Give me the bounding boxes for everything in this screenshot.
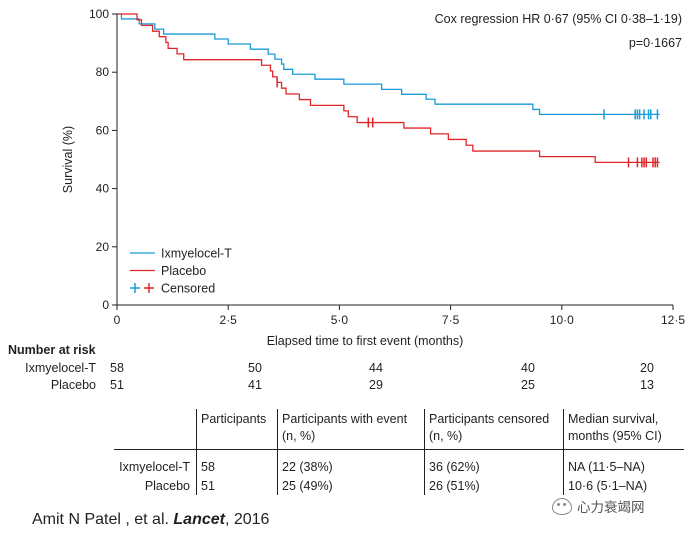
cell-censored: 26 (51%) (425, 476, 564, 495)
risk-value: 58 (110, 361, 124, 375)
cell-with-event: 25 (49%) (278, 476, 425, 495)
header-line: Participants censored (429, 412, 549, 426)
row-label: Placebo (114, 476, 197, 495)
summary-header-events: Participants with event (n, %) (278, 409, 425, 450)
cell-censored: 36 (62%) (425, 450, 564, 477)
y-tick-label: 40 (96, 182, 110, 196)
y-tick-label: 80 (96, 65, 110, 79)
row-label: Ixmyelocel-T (114, 450, 197, 477)
header-line: months (95% CI) (568, 429, 662, 443)
risk-value: 13 (640, 378, 654, 392)
summary-table: Participants Participants with event (n,… (114, 409, 684, 495)
cox-annotation: Cox regression HR 0·67 (95% CI 0·38–1·19… (435, 12, 682, 26)
header-line: (n, %) (282, 429, 315, 443)
risk-value: 41 (248, 378, 262, 392)
summary-header-median: Median survival, months (95% CI) (564, 409, 685, 450)
cell-participants: 51 (197, 476, 278, 495)
summary-row-ixmyelocel: Ixmyelocel-T 58 22 (38%) 36 (62%) NA (11… (114, 450, 684, 477)
x-axis-title: Elapsed time to first event (months) (267, 334, 464, 348)
header-line: (n, %) (429, 429, 462, 443)
x-tick-label: 2·5 (220, 313, 238, 327)
risk-value: 29 (369, 378, 383, 392)
cell-median: 10·6 (5·1–NA) (564, 476, 685, 495)
x-tick-label: 7·5 (442, 313, 460, 327)
risk-row-label: Placebo (51, 378, 96, 392)
header-line: Participants (201, 412, 266, 426)
survival-curves (117, 14, 660, 162)
summary-header-participants: Participants (197, 409, 278, 450)
legend: Ixmyelocel-T Placebo Censored (130, 247, 232, 296)
y-tick-label: 20 (96, 240, 110, 254)
x-tick-label: 12·5 (661, 313, 685, 327)
summary-row-placebo: Placebo 51 25 (49%) 26 (51%) 10·6 (5·1–N… (114, 476, 684, 495)
summary-header-row: Participants Participants with event (n,… (114, 409, 684, 450)
watermark-text: 心力衰竭网 (577, 496, 645, 516)
y-tick-label: 0 (102, 298, 109, 312)
header-line: Participants with event (282, 412, 407, 426)
risk-value: 50 (248, 361, 262, 375)
risk-value: 44 (369, 361, 383, 375)
x-tick-label: 10·0 (550, 313, 574, 327)
number-at-risk: Number at risk Ixmyelocel-T 58 50 44 40 20 Plac… (8, 343, 654, 392)
survival-curve-placebo (117, 14, 660, 162)
citation-year: , 2016 (225, 511, 269, 528)
citation: Amit N Patel , et al. Lancet, 2016 (32, 511, 269, 529)
survival-curve-ixmyelocel-t (117, 14, 660, 114)
km-chart: 0 20 40 60 80 100 0 2·5 5·0 7·5 10·0 12·5 Elapsed ti… (0, 0, 690, 410)
header-line: Median survival, (568, 412, 658, 426)
axis-ticks: 0 20 40 60 80 100 0 2·5 5·0 7·5 10·0 12·5 Elapsed ti… (61, 7, 685, 348)
risk-title: Number at risk (8, 343, 96, 357)
cell-participants: 58 (197, 450, 278, 477)
citation-authors: Amit N Patel , et al. (32, 511, 169, 528)
watermark: 心力衰竭网 (552, 496, 645, 516)
wechat-icon (552, 498, 572, 515)
x-tick-label: 5·0 (331, 313, 349, 327)
citation-journal: Lancet (173, 511, 225, 528)
y-tick-label: 60 (96, 123, 110, 137)
axes (117, 14, 673, 305)
y-tick-label: 100 (89, 7, 109, 21)
summary-header-censored: Participants censored (n, %) (425, 409, 564, 450)
censored-markers (277, 77, 657, 167)
summary-header-blank (114, 409, 197, 450)
p-value-annotation: p=0·1667 (629, 36, 682, 50)
risk-value: 25 (521, 378, 535, 392)
legend-label: Censored (161, 282, 215, 296)
y-axis-title: Survival (%) (61, 126, 75, 193)
risk-row-label: Ixmyelocel-T (25, 361, 96, 375)
cell-median: NA (11·5–NA) (564, 450, 685, 477)
legend-label: Ixmyelocel-T (161, 247, 232, 261)
legend-label: Placebo (161, 264, 206, 278)
annotations: Cox regression HR 0·67 (95% CI 0·38–1·19… (435, 12, 682, 50)
risk-value: 20 (640, 361, 654, 375)
risk-value: 51 (110, 378, 124, 392)
cell-with-event: 22 (38%) (278, 450, 425, 477)
risk-value: 40 (521, 361, 535, 375)
x-tick-label: 0 (114, 313, 121, 327)
